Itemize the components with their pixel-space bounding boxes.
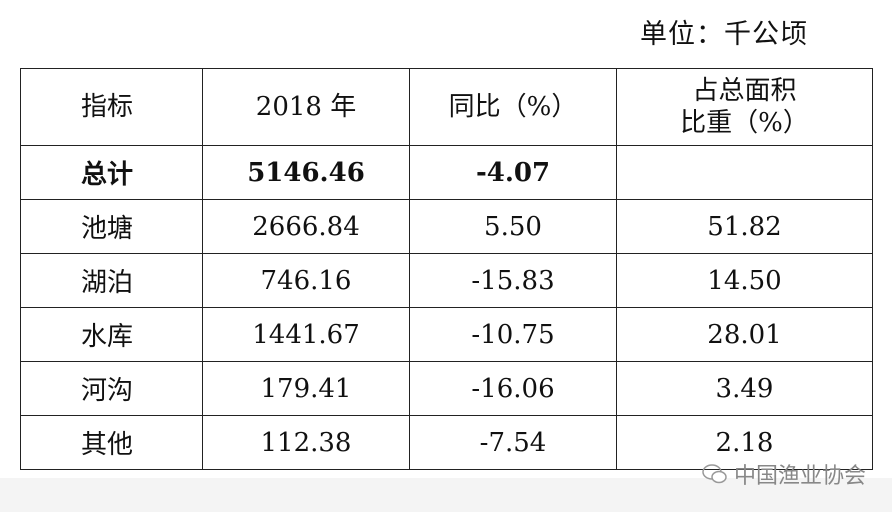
table-cell: 其他 <box>20 415 203 470</box>
header-cell: 指标 <box>20 68 203 146</box>
bottom-band <box>0 478 892 512</box>
table-cell: -15.83 <box>409 253 617 308</box>
table-row: 池塘 2666.84 5.50 51.82 <box>20 199 873 254</box>
table-cell: -16.06 <box>409 361 617 416</box>
table-cell: 河沟 <box>20 361 203 416</box>
table-cell: 5146.46 <box>202 145 410 200</box>
header-cell: 同比（%） <box>409 68 617 146</box>
header-line: 占总面积 <box>692 76 797 106</box>
table-cell: 28.01 <box>616 307 873 362</box>
watermark: 中国渔业协会 <box>702 458 866 490</box>
unit-label: 单位：千公顷 <box>640 19 808 50</box>
table-cell: -4.07 <box>409 145 617 200</box>
table-row: 其他 112.38 -7.54 2.18 <box>20 415 873 470</box>
table-cell: 746.16 <box>202 253 410 308</box>
table-cell: 2.18 <box>616 415 873 470</box>
table-cell: 水库 <box>20 307 203 362</box>
table-cell: 池塘 <box>20 199 203 254</box>
header-cell: 占总面积 比重（%） <box>616 68 873 146</box>
table-cell: 112.38 <box>202 415 410 470</box>
table-cell: 3.49 <box>616 361 873 416</box>
table-row: 水库 1441.67 -10.75 28.01 <box>20 307 873 362</box>
table-cell: 5.50 <box>409 199 617 254</box>
table-row: 湖泊 746.16 -15.83 14.50 <box>20 253 873 308</box>
table-cell: -10.75 <box>409 307 617 362</box>
table-row: 总计 5146.46 -4.07 <box>20 145 873 200</box>
table-cell <box>616 145 873 200</box>
header-cell: 2018 年 <box>202 68 410 146</box>
table-cell: 总计 <box>20 145 203 200</box>
table-cell: 179.41 <box>202 361 410 416</box>
watermark-text: 中国渔业协会 <box>733 464 866 489</box>
table-cell: 2666.84 <box>202 199 410 254</box>
table-cell: 14.50 <box>616 253 873 308</box>
wechat-icon <box>702 464 727 484</box>
header-row: 指标 2018 年同比（%） 占总面积 比重（%） <box>20 68 873 146</box>
table-cell: 51.82 <box>616 199 873 254</box>
data-table: 指标 2018 年同比（%） 占总面积 比重（%） 总计 5146.46 -4.07 池塘 26… <box>20 68 873 470</box>
table-cell: 湖泊 <box>20 253 203 308</box>
table-cell: -7.54 <box>409 415 617 470</box>
table-row: 河沟 179.41 -16.06 3.49 <box>20 361 873 416</box>
header-line: 比重（%） <box>680 108 809 138</box>
table-cell: 1441.67 <box>202 307 410 362</box>
